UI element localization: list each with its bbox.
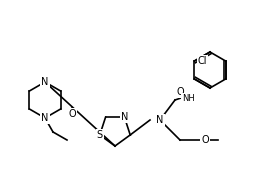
- Text: O: O: [68, 109, 76, 119]
- Text: N: N: [156, 115, 164, 125]
- Text: O: O: [201, 135, 209, 145]
- Text: S: S: [97, 130, 103, 140]
- Text: Cl: Cl: [198, 56, 207, 66]
- Text: N: N: [41, 113, 49, 123]
- Text: N: N: [121, 112, 128, 122]
- Text: NH: NH: [182, 94, 194, 102]
- Text: O: O: [176, 87, 184, 97]
- Text: N: N: [41, 77, 49, 87]
